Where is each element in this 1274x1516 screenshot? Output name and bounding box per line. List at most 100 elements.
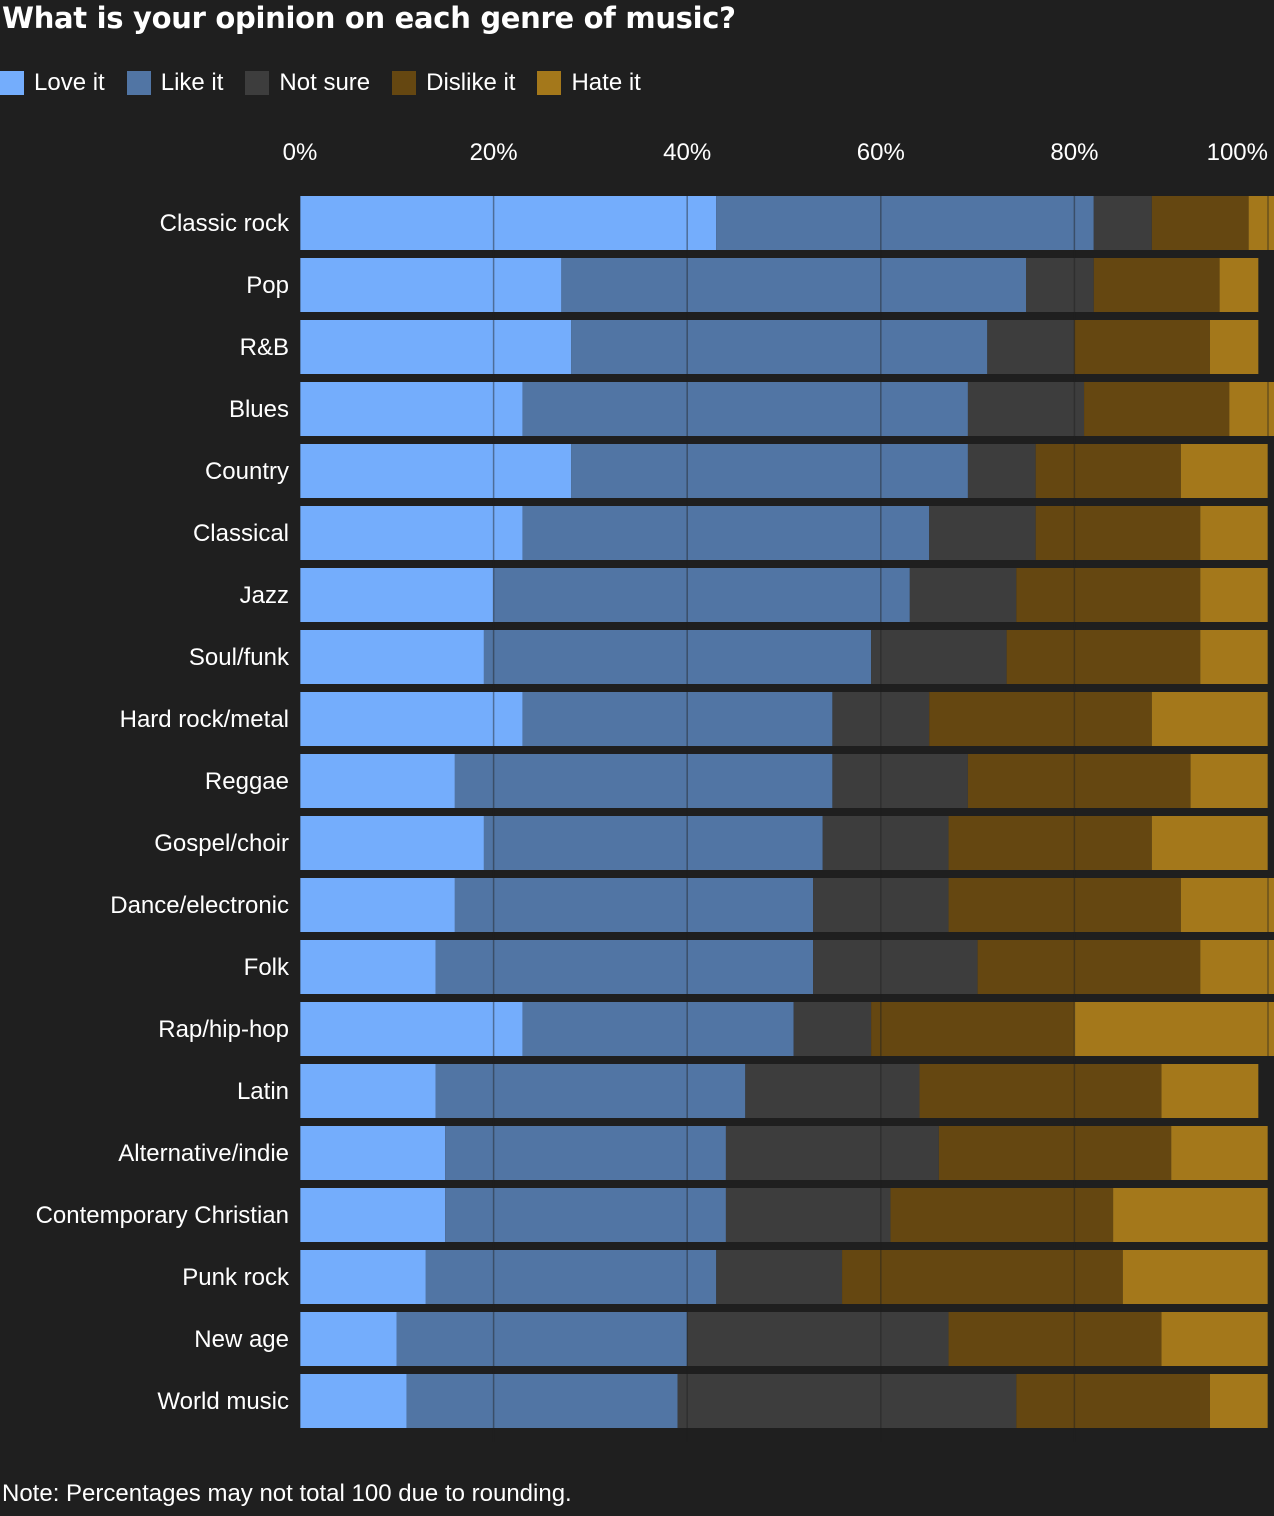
bar-segment-hate [1151, 816, 1268, 870]
bar-segment-love [300, 444, 572, 498]
legend-label-not-sure: Not sure [279, 69, 371, 96]
bar-segment-love [300, 320, 572, 374]
legend-label-like: Like it [160, 69, 224, 96]
category-label: R&B [240, 334, 289, 361]
category-label: Contemporary Christian [36, 1202, 289, 1229]
category-label: Rap/hip-hop [158, 1016, 289, 1043]
bar-segment-not-sure [832, 692, 930, 746]
category-label: World music [157, 1388, 289, 1415]
bar-segment-like [716, 196, 1094, 250]
bar-segment-hate [1113, 1188, 1268, 1242]
bar-segment-dislike [842, 1250, 1123, 1304]
bar-segment-dislike [1035, 444, 1181, 498]
bar-segment-like [425, 1250, 717, 1304]
bar-segment-love [300, 754, 455, 808]
bar-segment-hate [1180, 444, 1268, 498]
bar-segment-love [300, 258, 562, 312]
bar-segment-not-sure [793, 1002, 872, 1056]
bar-segment-like [435, 1064, 746, 1118]
bar-segment-like [571, 444, 968, 498]
bar-segment-love [300, 1374, 407, 1428]
bar-segment-hate [1229, 382, 1274, 436]
bar-segment-dislike [977, 940, 1201, 994]
x-tick-label: 100% [1207, 139, 1268, 166]
legend-item-not-sure: Not sure [245, 69, 370, 97]
bar-segment-not-sure [813, 940, 978, 994]
bar-segment-hate [1122, 1250, 1268, 1304]
bar-segment-hate [1200, 940, 1274, 994]
bar-segment-not-sure [725, 1188, 891, 1242]
category-label: New age [194, 1326, 289, 1353]
bar-segment-love [300, 1002, 523, 1056]
bar-segment-hate [1248, 196, 1274, 250]
bar-segment-dislike [919, 1064, 1162, 1118]
legend-swatch-dislike [392, 71, 417, 95]
stacked-bar-chart: Classic rock Pop R&B Blues Country Classical J… [35, 139, 1274, 1428]
bar-segment-love [300, 940, 436, 994]
bar-segment-dislike [890, 1188, 1114, 1242]
legend-label-love: Love it [34, 69, 105, 96]
x-tick-label: 80% [1050, 139, 1098, 166]
bar-segment-like [561, 258, 1026, 312]
bar-segment-not-sure [987, 320, 1075, 374]
category-label: Soul/funk [189, 644, 290, 671]
bar-segment-love [300, 1312, 397, 1366]
bar-segment-like [522, 692, 833, 746]
bar-segment-like [454, 878, 814, 932]
bar-segment-dislike [1016, 568, 1201, 622]
category-label: Dance/electronic [110, 892, 289, 919]
bar-segment-not-sure [716, 1250, 843, 1304]
bar-segment-dislike [938, 1126, 1172, 1180]
legend-item-love: Love it [0, 69, 105, 97]
bar-segment-like [445, 1126, 726, 1180]
x-tick-label: 20% [470, 139, 518, 166]
x-tick-label: 60% [857, 139, 905, 166]
bar-segment-like [483, 630, 872, 684]
bar-segment-dislike [1074, 320, 1210, 374]
x-tick-label: 40% [663, 139, 711, 166]
bar-segment-dislike [929, 692, 1152, 746]
bar-segment-dislike [948, 1312, 1162, 1366]
bar-segment-hate [1074, 1002, 1274, 1056]
category-label: Country [205, 458, 289, 485]
category-label: Alternative/indie [118, 1140, 289, 1167]
bar-segment-hate [1209, 320, 1259, 374]
bar-segment-love [300, 1064, 436, 1118]
bar-segment-hate [1200, 568, 1268, 622]
chart-title: What is your opinion on each genre of mu… [2, 1, 736, 35]
bar-segment-like [435, 940, 814, 994]
bar-segment-love [300, 196, 717, 250]
legend-item-dislike: Dislike it [392, 69, 515, 97]
bar-segment-love [300, 568, 494, 622]
bar-segment-not-sure [725, 1126, 939, 1180]
bar-segment-hate [1219, 258, 1259, 312]
bar-segment-like [406, 1374, 678, 1428]
bar-segment-love [300, 816, 484, 870]
category-label: Pop [246, 272, 289, 299]
bar-segment-hate [1180, 878, 1274, 932]
bar-segment-not-sure [929, 506, 1036, 560]
category-label: Classical [193, 520, 289, 547]
bar-segment-like [571, 320, 988, 374]
bar-segment-love [300, 1126, 446, 1180]
bar-segment-not-sure [1093, 196, 1152, 250]
bar-segment-love [300, 382, 523, 436]
bar-segment-love [300, 1250, 426, 1304]
bar-segment-not-sure [967, 444, 1036, 498]
bar-segment-hate [1161, 1064, 1259, 1118]
bar-segment-dislike [948, 816, 1152, 870]
legend-swatch-love [0, 71, 24, 95]
bar-segment-like [522, 506, 930, 560]
category-label: Punk rock [182, 1264, 290, 1291]
legend-item-like: Like it [126, 69, 224, 97]
legend: Love it Like it Not sure Dislike it Hate… [0, 69, 663, 97]
category-label: Latin [237, 1078, 289, 1105]
bar-segment-not-sure [677, 1374, 1017, 1428]
bar-segment-not-sure [745, 1064, 920, 1118]
bar-segment-hate [1209, 1374, 1268, 1428]
bar-segment-hate [1161, 1312, 1268, 1366]
legend-swatch-hate [537, 71, 562, 95]
bar-segment-not-sure [832, 754, 968, 808]
legend-label-hate: Hate it [571, 69, 641, 96]
category-label: Gospel/choir [154, 830, 289, 857]
